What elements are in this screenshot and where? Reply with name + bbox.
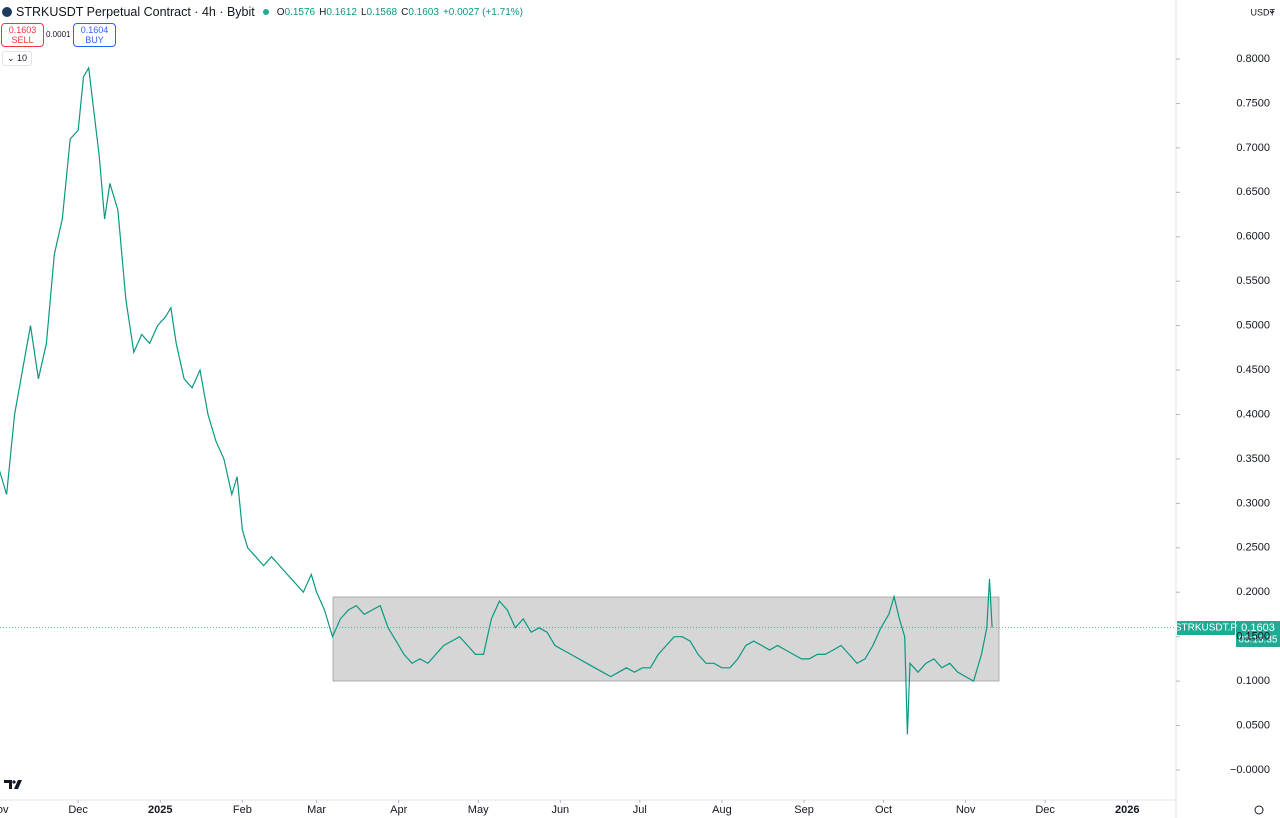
y-tick-label: 0.7000: [1236, 142, 1270, 154]
y-tick-label: 0.7500: [1236, 97, 1270, 109]
symbol-icon: [2, 7, 12, 17]
spread: 0.0001: [46, 30, 71, 39]
y-tick-label: 0.3000: [1236, 497, 1270, 509]
buy-price: 0.1604: [80, 25, 109, 35]
x-tick-label: 2026: [1115, 804, 1139, 816]
x-tick-label: Feb: [233, 804, 252, 816]
symbol-title: STRKUSDT Perpetual Contract · 4h · Bybit: [16, 5, 255, 19]
y-tick-label: 0.2500: [1236, 542, 1270, 554]
x-tick-label: Aug: [712, 804, 732, 816]
settings-icon[interactable]: [1254, 805, 1264, 815]
x-tick-label: Jul: [633, 804, 647, 816]
ohlc-l: 0.1568: [366, 6, 398, 18]
sell-label: SELL: [11, 35, 34, 45]
ohlc-o-label: O: [276, 6, 285, 18]
y-tick-label: 0.6500: [1236, 186, 1270, 198]
sell-price: 0.1603: [8, 25, 37, 35]
y-tick-label: 0.0500: [1236, 719, 1270, 731]
y-tick-label: 0.2000: [1236, 586, 1270, 598]
dropdown-arrow: [1269, 10, 1275, 14]
y-tick-label: −0.0000: [1230, 764, 1270, 776]
indicators-count: 10: [17, 53, 28, 63]
ohlc-l-label: L: [360, 6, 367, 18]
y-tick-label: 0.4500: [1236, 364, 1270, 376]
y-tick-label: 0.6000: [1236, 231, 1270, 243]
currency-select[interactable]: USDT: [1251, 7, 1276, 17]
buy-button[interactable]: 0.1604 BUY: [73, 23, 116, 47]
y-tick-label: 0.4000: [1236, 408, 1270, 420]
ohlc-o: 0.1576: [284, 6, 316, 18]
x-tick-label: Nov: [956, 804, 976, 816]
y-tick-label: 0.1500: [1236, 631, 1270, 643]
change: +0.0027 (+1.71%): [442, 6, 523, 18]
x-tick-label: Dec: [68, 804, 88, 816]
x-tick-label: Jun: [551, 804, 569, 816]
indicators-toggle[interactable]: ⌄ 10: [2, 51, 33, 66]
symbol-tag-bg: [1177, 621, 1235, 635]
y-tick-label: 0.8000: [1236, 53, 1270, 65]
price-line: [0, 66, 993, 735]
y-tick-label: 0.1000: [1236, 675, 1270, 687]
status-dot: [262, 9, 269, 15]
x-tick-label: Oct: [875, 804, 892, 816]
x-tick-label: 2025: [148, 804, 172, 816]
y-tick-label: 0.3500: [1236, 453, 1270, 465]
ohlc-h-label: H: [319, 6, 327, 18]
price-tag-bg: [1236, 621, 1280, 647]
sell-button[interactable]: 0.1603 SELL: [1, 23, 44, 47]
x-tick-label: May: [468, 804, 489, 816]
x-tick-label: Sep: [794, 804, 814, 816]
x-tick-label: Nov: [0, 804, 9, 816]
legend-bar: STRKUSDT Perpetual Contract · 4h · Bybit…: [0, 0, 523, 24]
symbol-tag: STRKUSDT.P: [1175, 623, 1238, 634]
tv-logo: [4, 780, 22, 789]
buy-label: BUY: [85, 35, 104, 45]
ohlc-c-label: C: [401, 6, 409, 18]
y-tick-label: 0.5000: [1236, 320, 1270, 332]
last-price-label: 0.1603: [1241, 622, 1275, 634]
x-tick-label: Apr: [390, 804, 407, 816]
y-tick-label: 0.5500: [1236, 275, 1270, 287]
x-tick-label: Dec: [1035, 804, 1055, 816]
range-box: [332, 596, 1000, 682]
countdown: 03:15:35: [1239, 635, 1278, 646]
ohlc-c: 0.1603: [408, 6, 439, 18]
ohlc-h: 0.1612: [326, 6, 357, 18]
x-tick-label: Mar: [307, 804, 326, 816]
